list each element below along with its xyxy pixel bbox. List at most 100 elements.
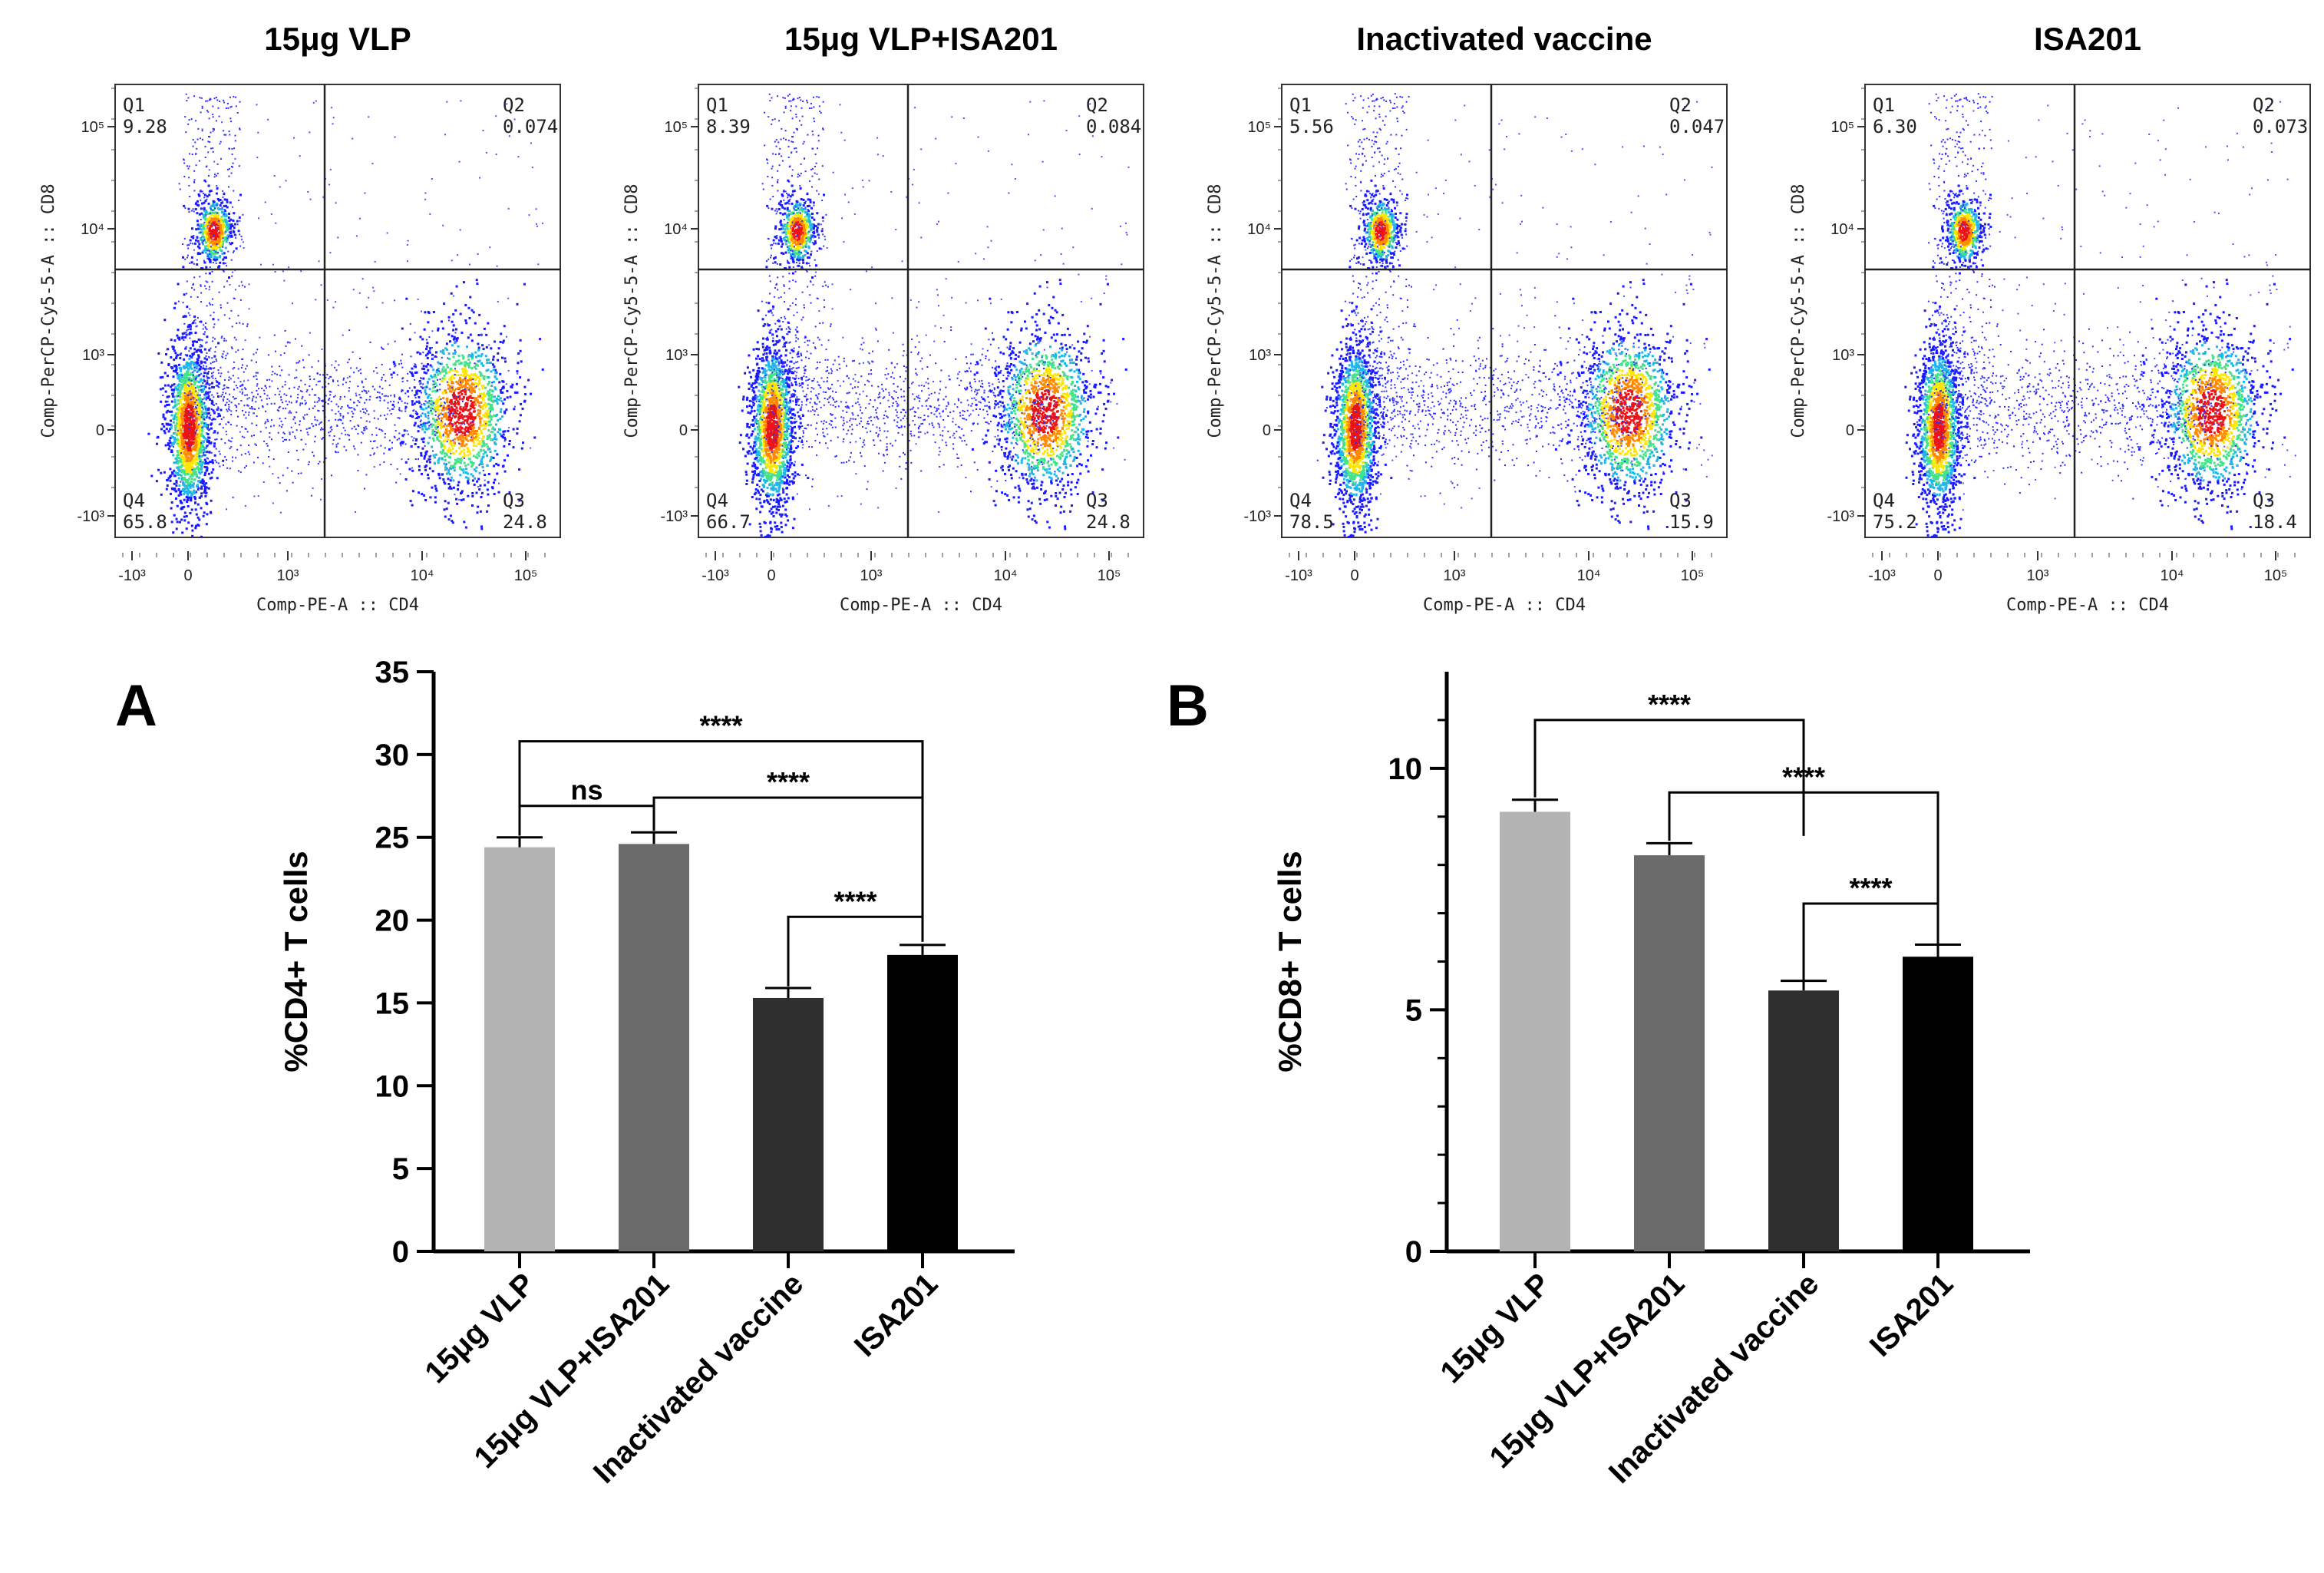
event-dot (444, 482, 447, 485)
event-dot (461, 354, 464, 357)
event-dot (225, 134, 227, 136)
event-dot (450, 292, 453, 295)
event-dot (381, 348, 384, 350)
event-dot (471, 405, 474, 408)
event-dot (292, 302, 293, 305)
event-dot (229, 283, 231, 286)
event-dot (423, 423, 426, 426)
event-dot (201, 407, 203, 409)
event-dot (196, 245, 200, 248)
event-dot (172, 443, 175, 446)
event-dot (264, 201, 266, 203)
event-dot (457, 460, 461, 463)
event-dot (381, 378, 383, 381)
event-dot (431, 383, 434, 386)
event-dot (215, 213, 218, 216)
event-dot (480, 431, 483, 434)
event-dot (196, 349, 198, 352)
event-dot (201, 130, 203, 132)
event-dot (246, 394, 248, 396)
event-dot (180, 474, 183, 478)
event-dot (471, 421, 474, 422)
event-dot (422, 365, 425, 368)
event-dot (429, 496, 431, 498)
event-dot (248, 283, 250, 286)
event-dot (425, 407, 427, 410)
event-dot (205, 327, 207, 329)
event-dot (490, 400, 494, 402)
event-dot (207, 428, 210, 431)
event-dot (174, 427, 177, 430)
event-dot (181, 506, 184, 509)
event-dot (183, 365, 186, 368)
event-dot (200, 267, 203, 269)
event-dot (178, 465, 181, 468)
event-dot (434, 501, 437, 504)
event-dot (177, 416, 180, 419)
event-dot (180, 518, 183, 521)
event-dot (179, 434, 182, 437)
event-dot (187, 378, 190, 382)
event-dot (213, 430, 216, 433)
event-dot (457, 421, 461, 425)
event-dot (319, 398, 321, 400)
event-dot (434, 431, 436, 433)
event-dot (191, 414, 194, 417)
event-dot (309, 332, 311, 334)
event-dot (223, 464, 224, 466)
event-dot (391, 447, 393, 449)
event-dot (182, 394, 185, 397)
event-dot (447, 471, 450, 474)
event-dot (496, 402, 499, 405)
event-dot (194, 431, 196, 434)
event-dot (506, 103, 508, 105)
event-dot (477, 395, 480, 398)
event-dot (195, 201, 197, 203)
event-dot (263, 440, 266, 442)
event-dot (402, 442, 404, 444)
event-dot (187, 461, 190, 464)
event-dot (189, 428, 192, 431)
event-dot (203, 197, 206, 199)
event-dot (530, 447, 532, 449)
event-dot (475, 491, 478, 494)
event-dot (190, 429, 193, 432)
event-dot (186, 100, 188, 102)
event-dot (202, 240, 204, 242)
event-dot (200, 435, 203, 438)
event-dot (212, 218, 215, 221)
event-dot (463, 458, 465, 459)
event-dot (202, 267, 204, 269)
event-dot (216, 461, 218, 464)
event-dot (352, 137, 354, 140)
event-dot (278, 393, 280, 395)
event-dot (486, 464, 489, 467)
event-dot (455, 381, 458, 383)
event-dot (427, 417, 430, 420)
event-dot (450, 408, 453, 411)
event-dot (450, 390, 453, 393)
event-dot (191, 287, 193, 289)
event-dot (425, 345, 428, 348)
event-dot (407, 372, 409, 375)
event-dot (177, 363, 180, 366)
event-dot (295, 429, 298, 431)
event-dot (467, 362, 470, 365)
event-dot (201, 388, 204, 392)
event-dot (457, 438, 460, 441)
event-dot (448, 473, 451, 476)
event-dot (200, 238, 203, 241)
event-dot (513, 408, 516, 411)
event-dot (193, 430, 196, 433)
event-dot (205, 236, 208, 239)
event-dot (266, 444, 269, 447)
event-dot (236, 223, 239, 226)
event-dot (184, 481, 187, 484)
event-dot (365, 474, 368, 476)
event-dot (454, 363, 457, 366)
event-dot (368, 296, 370, 299)
event-dot (237, 230, 240, 233)
event-dot (478, 378, 481, 381)
event-dot (194, 527, 197, 530)
event-dot (212, 210, 214, 212)
